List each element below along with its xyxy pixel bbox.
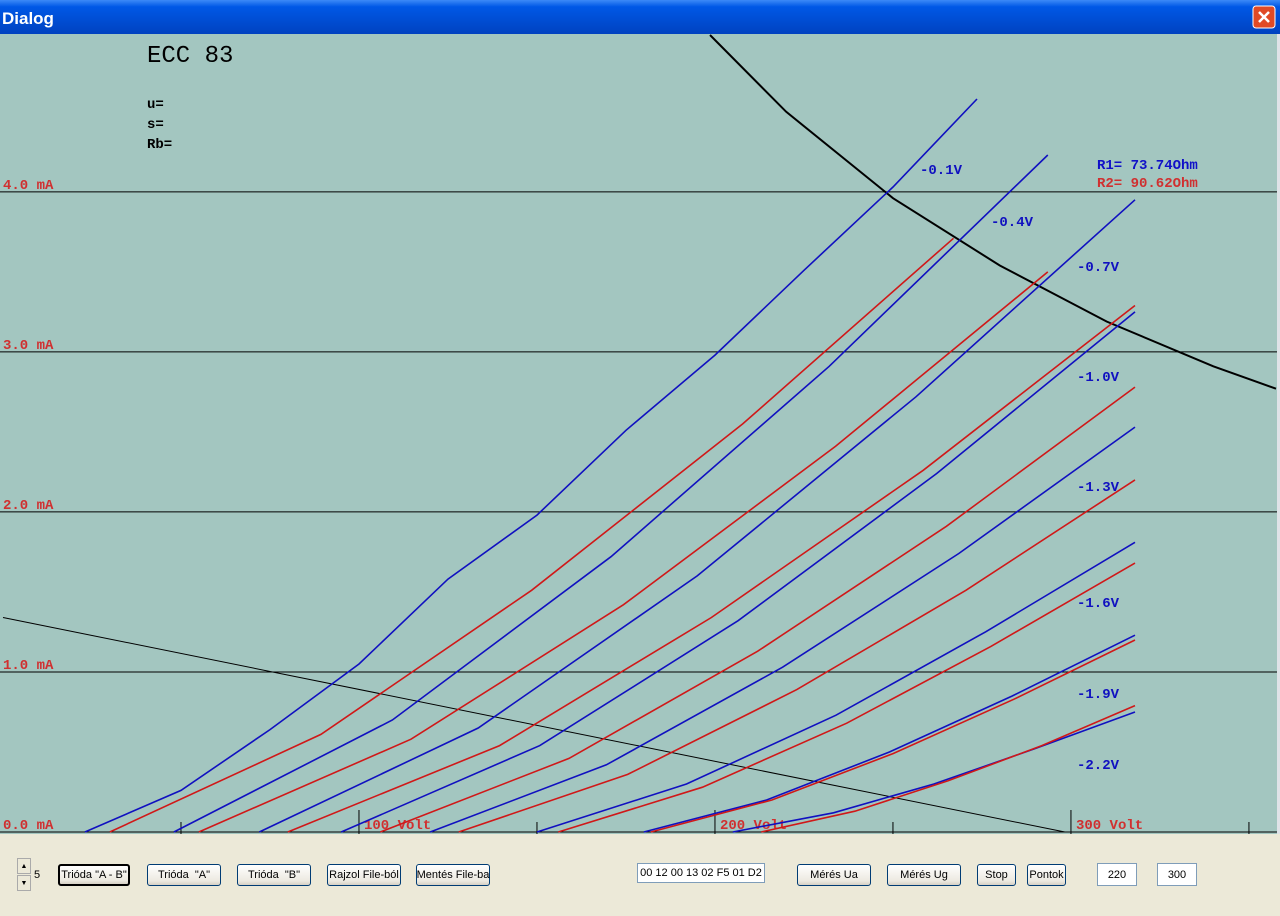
- button[interactable]: Mérés Ua: [797, 864, 871, 886]
- window-title: Dialog: [2, 9, 54, 28]
- curve-label: -0.4V: [991, 215, 1034, 231]
- reference-curve: [709, 34, 1277, 390]
- curve: [287, 304, 1136, 833]
- curve: [258, 199, 1136, 833]
- curve-label: -1.6V: [1077, 596, 1120, 612]
- y-tick-label: 4.0 mA: [3, 178, 54, 194]
- curve: [761, 704, 1136, 833]
- curve: [650, 639, 1136, 833]
- curve-label: -1.0V: [1077, 370, 1120, 386]
- button[interactable]: Mentés File-ba: [416, 864, 490, 886]
- curve-label: -1.9V: [1077, 687, 1120, 703]
- window: Dialog 0.0 mA1.0 mA2.0 mA3.0 mA4.0 mA100…: [0, 0, 1280, 834]
- button[interactable]: Trióda "A": [147, 864, 221, 886]
- curve: [732, 711, 1136, 833]
- y-tick-label: 1.0 mA: [3, 658, 54, 674]
- close-icon: [1258, 11, 1270, 23]
- title-bar: [0, 0, 1280, 34]
- annotation: Rb=: [147, 137, 172, 153]
- hex-field[interactable]: 00 12 00 13 02 F5 01 D2: [637, 863, 765, 883]
- curve: [84, 98, 978, 833]
- curve-label: -2.2V: [1077, 758, 1120, 774]
- button[interactable]: Stop: [977, 864, 1016, 886]
- button[interactable]: Trióda "A - B": [58, 864, 130, 886]
- y-tick-label: 2.0 mA: [3, 498, 54, 514]
- input[interactable]: 300: [1157, 863, 1197, 886]
- r-label: R2= 90.62Ohm: [1097, 176, 1198, 192]
- input[interactable]: 220: [1097, 863, 1137, 886]
- border: [1277, 34, 1280, 834]
- button[interactable]: Mérés Ug: [887, 864, 961, 886]
- curve: [380, 386, 1136, 833]
- curve: [536, 541, 1136, 833]
- spinner-value: 5: [34, 869, 41, 881]
- x-tick-label: 200 Volt: [720, 818, 787, 834]
- curve-label: -0.1V: [920, 163, 963, 179]
- curve: [558, 562, 1136, 833]
- chart-title: ECC 83: [147, 43, 233, 70]
- curve: [340, 311, 1136, 833]
- y-tick-label: 0.0 mA: [3, 818, 54, 834]
- curve: [109, 237, 955, 833]
- y-tick-label: 3.0 mA: [3, 338, 54, 354]
- annotation: u=: [147, 97, 164, 113]
- button[interactable]: Trióda "B": [237, 864, 311, 886]
- curve: [429, 426, 1136, 833]
- x-tick-label: 300 Volt: [1076, 818, 1143, 834]
- spinner-up[interactable]: ▲: [17, 858, 31, 874]
- r-label: R1= 73.74Ohm: [1097, 158, 1198, 174]
- curve: [173, 154, 1049, 833]
- curve-label: -0.7V: [1077, 260, 1120, 276]
- curve: [458, 479, 1136, 833]
- curve-label: -1.3V: [1077, 480, 1120, 496]
- button[interactable]: Rajzol File-ból: [327, 864, 401, 886]
- annotation: s=: [147, 117, 164, 133]
- spinner-down[interactable]: ▼: [17, 875, 31, 891]
- curve: [643, 634, 1136, 833]
- button[interactable]: Pontok: [1027, 864, 1066, 886]
- curve: [198, 271, 1049, 833]
- plot-area: [0, 34, 1277, 834]
